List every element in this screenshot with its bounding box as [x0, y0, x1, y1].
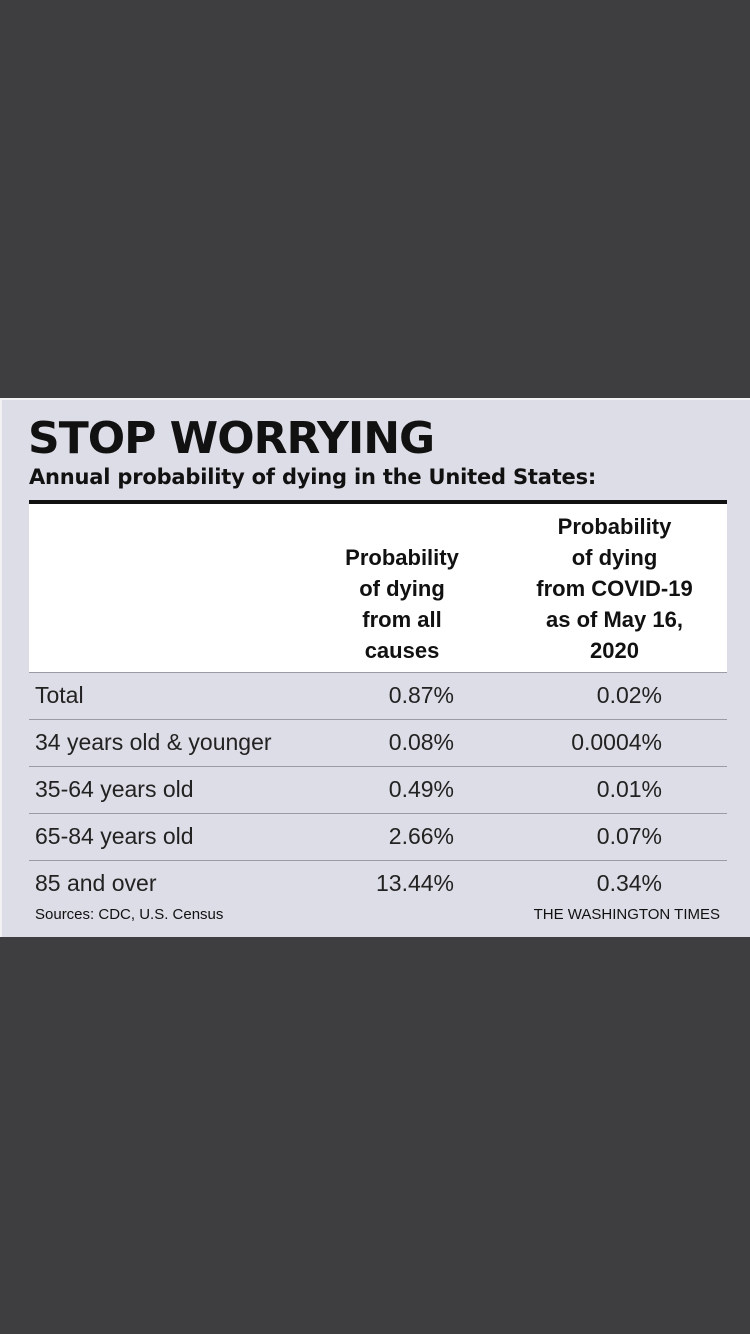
column-header-all-causes: Probability of dying from all causes — [345, 545, 459, 663]
table-row: 35-64 years old 0.49% 0.01% — [29, 766, 727, 813]
table-header: Probability of dying from all causes Pro… — [29, 504, 727, 672]
infographic-table: STOP WORRYING Annual probability of dyin… — [0, 398, 750, 937]
cell-all-causes: 0.08% — [388, 729, 454, 755]
row-label: 65-84 years old — [35, 823, 194, 849]
cell-all-causes: 0.49% — [388, 776, 454, 802]
cell-all-causes: 0.87% — [388, 682, 454, 708]
cell-covid: 0.07% — [596, 823, 662, 849]
table-body: Total 0.87% 0.02% 34 years old & younger… — [29, 672, 727, 907]
source-note: Sources: CDC, U.S. Census — [35, 906, 224, 923]
cell-covid: 0.34% — [596, 870, 662, 896]
row-label: 34 years old & younger — [35, 729, 272, 755]
cell-covid: 0.02% — [596, 682, 662, 708]
header-rule — [29, 500, 727, 504]
table-row: 65-84 years old 2.66% 0.07% — [29, 813, 727, 860]
chart-title: STOP WORRYING — [28, 413, 435, 464]
row-label: Total — [35, 682, 84, 708]
table-row: Total 0.87% 0.02% — [29, 672, 727, 719]
row-label: 35-64 years old — [35, 776, 194, 802]
table-row: 34 years old & younger 0.08% 0.0004% — [29, 719, 727, 766]
cell-all-causes: 13.44% — [375, 870, 454, 896]
chart-subtitle: Annual probability of dying in the Unite… — [29, 465, 597, 489]
row-label: 85 and over — [35, 870, 157, 896]
column-header-covid: Probability of dying from COVID-19 as of… — [536, 514, 693, 663]
publisher-credit: THE WASHINGTON TIMES — [533, 906, 720, 923]
cell-covid: 0.0004% — [571, 729, 662, 755]
cell-all-causes: 2.66% — [388, 823, 454, 849]
cell-covid: 0.01% — [596, 776, 662, 802]
table-row: 85 and over 13.44% 0.34% — [29, 860, 727, 907]
